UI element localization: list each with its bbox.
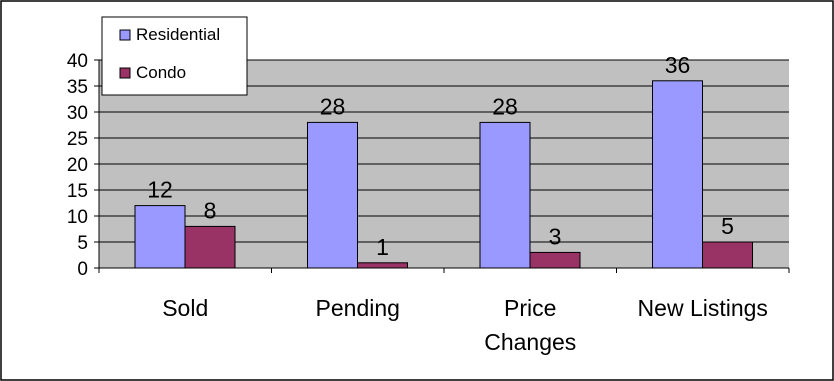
- y-tick-label: 35: [67, 77, 88, 98]
- data-label: 28: [320, 93, 346, 119]
- data-label: 8: [204, 197, 217, 223]
- data-label: 12: [147, 177, 173, 203]
- legend-label-residential: Residential: [136, 25, 220, 44]
- bar-condo-1: [357, 262, 408, 269]
- data-label: 1: [376, 234, 389, 260]
- bars: [134, 80, 753, 269]
- bar-residential-0: [134, 205, 186, 269]
- axes: [94, 59, 790, 273]
- x-category-label: New Listings: [638, 295, 768, 321]
- y-tick-label: 15: [67, 181, 88, 202]
- y-tick-label: 20: [67, 155, 88, 176]
- y-tick-label: 40: [67, 51, 88, 72]
- y-tick-label: 10: [67, 207, 88, 228]
- y-tick-label: 25: [67, 129, 88, 150]
- legend-swatch-condo: [119, 67, 131, 79]
- legend-label-condo: Condo: [136, 63, 186, 82]
- legend-swatch-residential: [119, 29, 131, 41]
- y-tick-label: 0: [77, 259, 88, 280]
- data-label: 28: [492, 93, 518, 119]
- bar-condo-0: [184, 225, 236, 269]
- x-category-label: Price Changes: [484, 295, 576, 355]
- bar-residential-3: [652, 80, 703, 269]
- bar-condo-3: [702, 241, 753, 269]
- x-category-label: Pending: [316, 295, 400, 321]
- x-category-label: Sold: [162, 295, 208, 321]
- data-label: 36: [665, 52, 691, 78]
- y-tick-label: 30: [67, 103, 88, 124]
- legend: Residential Condo: [101, 16, 248, 96]
- y-tick-label: 5: [77, 233, 88, 254]
- data-label: 3: [549, 223, 562, 249]
- data-label: 5: [721, 213, 734, 239]
- bar-residential-2: [479, 121, 531, 269]
- bar-residential-1: [307, 121, 358, 269]
- bar-condo-2: [529, 251, 581, 269]
